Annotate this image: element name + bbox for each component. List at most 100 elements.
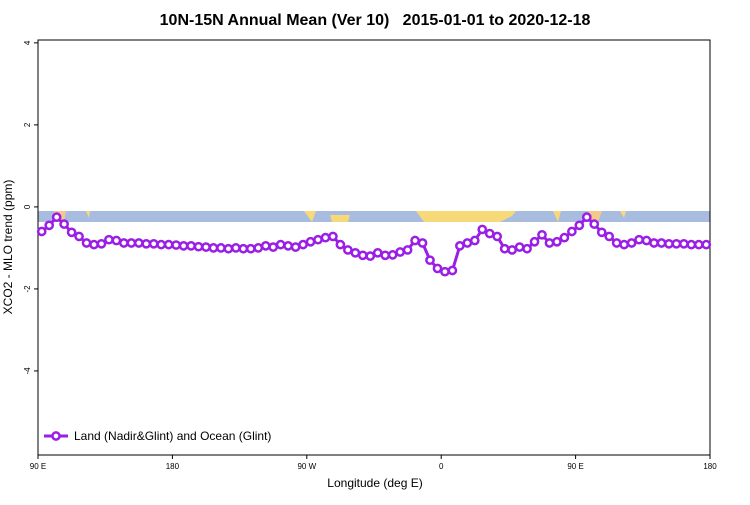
- data-point: [357, 250, 368, 261]
- data-point: [440, 266, 450, 277]
- data-point: [275, 239, 286, 250]
- data-point: [365, 251, 376, 261]
- data-point: [402, 245, 413, 255]
- data-point: [581, 212, 592, 223]
- data-point: [201, 242, 211, 252]
- data-point: [163, 239, 174, 250]
- data-point: [410, 235, 420, 246]
- data-point: [223, 243, 234, 254]
- data-point: [133, 238, 144, 248]
- data-point: [305, 236, 316, 247]
- data-point: [231, 243, 241, 253]
- data-point: [604, 231, 615, 242]
- data-point: [44, 220, 55, 231]
- data-point: [686, 239, 697, 250]
- data-point: [372, 247, 383, 258]
- data-point: [455, 241, 465, 251]
- data-point: [268, 242, 279, 252]
- data-point: [238, 243, 249, 254]
- data-point: [36, 226, 47, 237]
- data-point: [298, 239, 308, 250]
- chart-title: 10N-15N Annual Mean (Ver 10) 2015-01-01 …: [160, 12, 591, 29]
- data-point: [574, 220, 585, 231]
- data-point: [477, 224, 488, 235]
- data-point: [380, 250, 391, 261]
- data-point: [320, 232, 331, 243]
- data-point: [59, 219, 69, 229]
- data-point: [290, 242, 301, 252]
- x-axis-label: Longitude (deg E): [327, 476, 422, 490]
- data-point: [51, 212, 62, 223]
- data-point: [529, 236, 540, 247]
- x-tick-label: 180: [166, 462, 180, 471]
- data-point: [89, 239, 99, 250]
- data-point: [193, 241, 204, 252]
- y-tick-label: 2: [23, 122, 32, 127]
- data-point: [626, 238, 637, 248]
- data-point: [283, 241, 293, 251]
- data-point: [66, 227, 77, 238]
- data-point: [693, 239, 704, 250]
- y-axis-label: XCO2 - MLO trend (ppm): [1, 180, 15, 315]
- data-point: [649, 238, 659, 248]
- data-point: [343, 245, 353, 255]
- data-point: [634, 234, 644, 245]
- y-tick-label: 4: [23, 40, 32, 45]
- y-tick-label: 0: [23, 204, 32, 209]
- x-tick-label: 90 W: [297, 462, 316, 471]
- data-point: [104, 234, 114, 245]
- data-point: [589, 219, 600, 229]
- data-point: [492, 231, 503, 242]
- data-point: [552, 236, 562, 247]
- data-point: [186, 241, 196, 251]
- y-tick-label: -4: [23, 367, 32, 375]
- data-point: [596, 227, 607, 238]
- data-point: [96, 238, 107, 249]
- data-point: [522, 243, 532, 254]
- data-point: [111, 235, 122, 246]
- data-point: [537, 229, 547, 240]
- data-point: [664, 238, 674, 249]
- data-point: [81, 238, 92, 248]
- data-point: [260, 241, 271, 251]
- data-point: [350, 247, 361, 258]
- y-tick-label: -2: [23, 285, 32, 293]
- data-point: [171, 240, 181, 250]
- data-point: [156, 239, 167, 250]
- map-strip: [38, 211, 710, 222]
- data-point: [148, 238, 159, 249]
- data-point: [469, 235, 480, 246]
- data-point: [484, 228, 495, 239]
- legend-label: Land (Nadir&Glint) and Ocean (Glint): [74, 429, 271, 443]
- data-point: [447, 265, 458, 276]
- data-point: [119, 238, 129, 248]
- data-point: [74, 231, 84, 242]
- data-point: [208, 243, 219, 253]
- data-point: [567, 226, 577, 237]
- data-point: [425, 255, 435, 266]
- x-tick-label: 0: [439, 462, 444, 471]
- data-point: [619, 239, 629, 250]
- data-point: [126, 238, 137, 248]
- data-point: [417, 238, 428, 248]
- data-point: [544, 238, 555, 248]
- x-tick-label: 90 E: [567, 462, 583, 471]
- data-point: [462, 238, 473, 248]
- x-tick-label: 90 E: [30, 462, 46, 471]
- data-point: [328, 231, 338, 242]
- data-point: [178, 241, 189, 251]
- data-point: [679, 238, 689, 249]
- data-point: [245, 243, 256, 254]
- data-point: [559, 232, 570, 243]
- data-point: [141, 238, 152, 249]
- data-point: [514, 242, 525, 252]
- data-point: [387, 250, 398, 260]
- data-point: [499, 243, 510, 254]
- data-point: [701, 239, 712, 250]
- x-tick-label: 180: [703, 462, 717, 471]
- data-point: [335, 239, 346, 250]
- data-point: [313, 234, 323, 245]
- data-point: [432, 263, 443, 274]
- data-point: [641, 235, 652, 246]
